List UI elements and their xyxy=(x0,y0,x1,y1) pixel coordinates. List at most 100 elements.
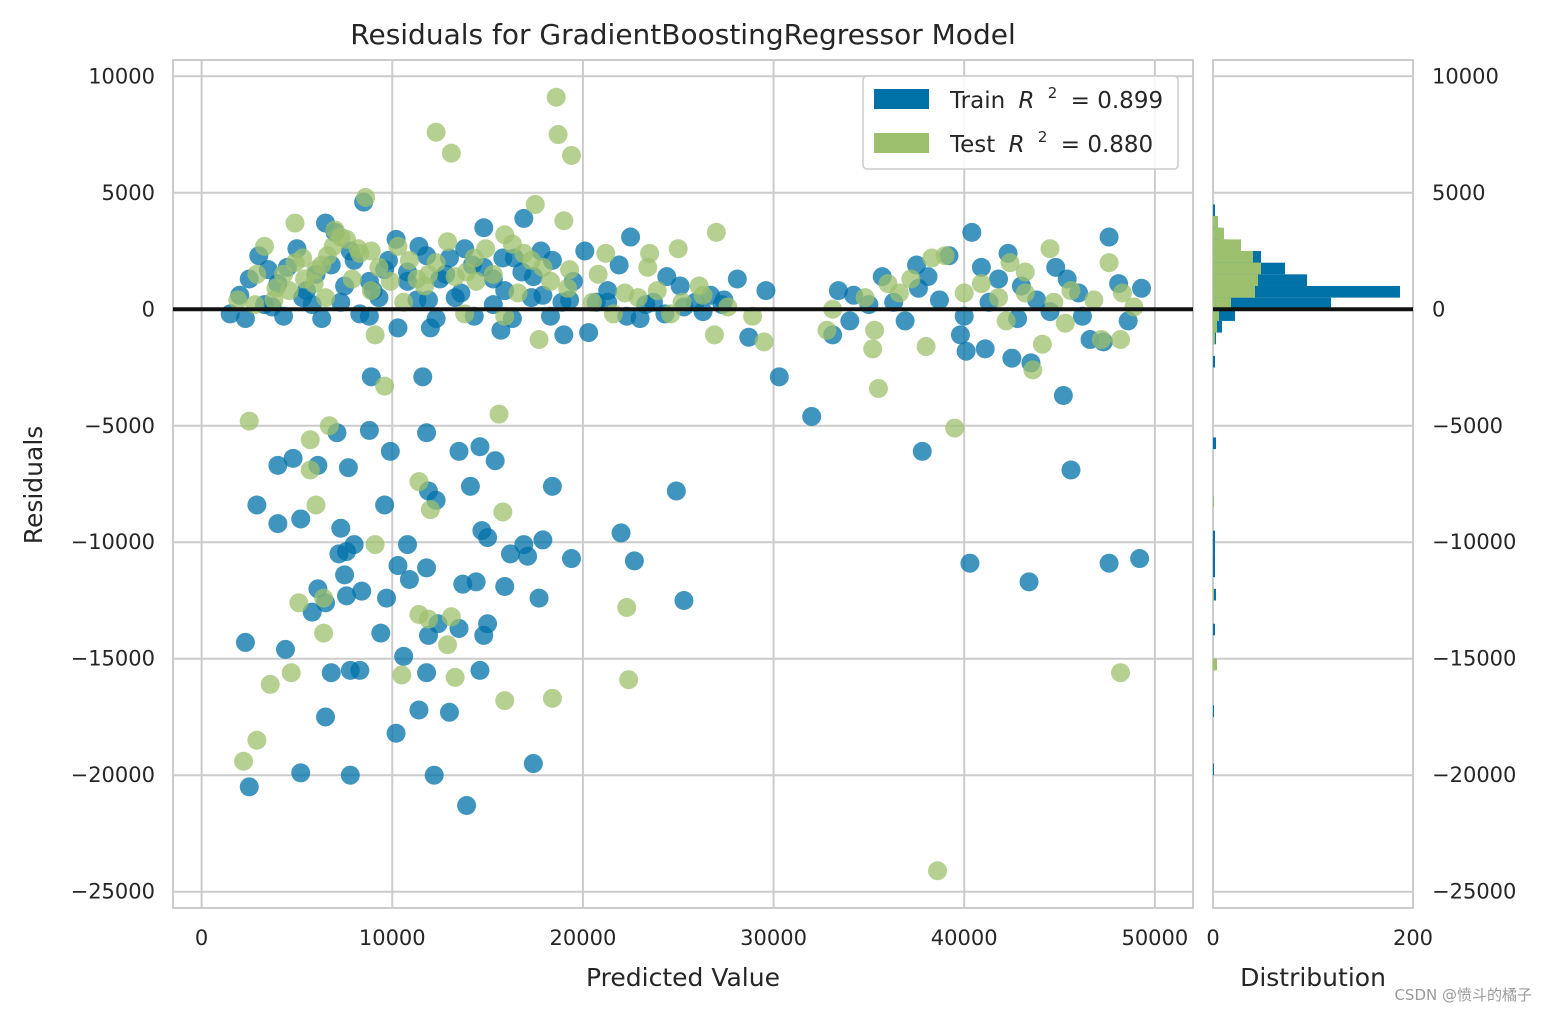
train-point xyxy=(1053,385,1073,405)
test-point xyxy=(426,122,446,142)
train-point xyxy=(478,528,498,548)
train-hist-bar xyxy=(1213,355,1215,368)
train-point xyxy=(291,763,311,783)
train-point xyxy=(609,255,629,275)
train-point xyxy=(975,339,995,359)
test-hist-bar xyxy=(1213,216,1218,228)
train-point xyxy=(331,518,351,538)
legend-train-sup: 2 xyxy=(1048,84,1058,102)
train-point xyxy=(399,570,419,590)
y-tick-labels: 10000 5000 0 −5000 −10000 −15000 −20000 −25000 xyxy=(71,64,155,903)
test-point xyxy=(281,663,301,683)
train-point xyxy=(359,306,379,326)
test-point xyxy=(300,430,320,450)
x-tick-label: 50000 xyxy=(1121,926,1188,950)
test-point xyxy=(274,264,294,284)
test-point xyxy=(521,250,541,270)
test-point xyxy=(647,281,667,301)
train-point xyxy=(424,765,444,785)
y-tick-label: −10000 xyxy=(71,530,155,554)
train-point xyxy=(312,309,332,329)
test-point xyxy=(489,404,509,424)
train-point xyxy=(960,553,980,573)
test-point xyxy=(495,306,515,326)
train-point xyxy=(739,327,759,347)
test-point xyxy=(1061,281,1081,301)
legend-test-value: = 0.880 xyxy=(1061,132,1153,158)
train-point xyxy=(361,367,381,387)
x-tick-label: 10000 xyxy=(359,926,426,950)
train-hist-bar xyxy=(1213,530,1215,543)
test-point xyxy=(1015,262,1035,282)
train-point xyxy=(840,311,860,331)
test-point xyxy=(1055,313,1075,333)
train-hist-bar xyxy=(1213,437,1216,450)
test-point xyxy=(380,271,400,291)
train-point xyxy=(235,632,255,652)
test-point xyxy=(865,320,885,340)
train-point xyxy=(611,523,631,543)
y-tick-label: −25000 xyxy=(71,880,155,904)
test-point xyxy=(464,248,484,268)
test-point xyxy=(342,269,362,289)
test-hist-bar xyxy=(1213,332,1215,345)
legend-test-name: Test xyxy=(949,132,995,158)
y-tick-label: 0 xyxy=(142,297,155,321)
test-point xyxy=(1111,663,1131,683)
main-plot-area xyxy=(172,59,1194,909)
test-point xyxy=(255,236,275,256)
legend: Train R 2 = 0.899 Test R 2 = 0.880 xyxy=(862,75,1179,170)
test-point xyxy=(916,337,936,357)
train-hist-bar xyxy=(1213,542,1215,554)
test-hist-bar xyxy=(1213,297,1231,310)
test-point xyxy=(438,635,458,655)
test-point xyxy=(954,283,974,303)
test-hist-bar xyxy=(1213,251,1253,263)
test-point xyxy=(704,325,724,345)
test-point xyxy=(561,146,581,166)
test-hist-bar xyxy=(1213,309,1219,321)
test-point xyxy=(314,623,334,643)
test-point xyxy=(279,281,299,301)
test-hist-bar xyxy=(1213,658,1217,671)
train-point xyxy=(352,581,372,601)
legend-box xyxy=(862,75,1179,170)
test-point xyxy=(922,248,942,268)
test-point xyxy=(317,246,337,266)
test-point xyxy=(615,283,635,303)
train-point xyxy=(542,476,562,496)
test-point xyxy=(348,239,368,259)
test-point xyxy=(689,276,709,296)
test-point xyxy=(388,236,408,256)
test-point xyxy=(1000,253,1020,273)
train-point xyxy=(283,448,303,468)
train-point xyxy=(962,222,982,242)
test-point xyxy=(855,288,875,308)
test-point xyxy=(560,260,580,280)
train-point xyxy=(388,318,408,338)
test-point xyxy=(548,125,568,145)
test-point xyxy=(706,222,726,242)
test-point xyxy=(306,495,326,515)
train-point xyxy=(380,441,400,461)
test-point xyxy=(971,274,991,294)
test-point xyxy=(540,271,560,291)
test-point xyxy=(546,87,566,107)
y-tick-label: −15000 xyxy=(71,647,155,671)
distribution-x-axis-label: Distribution xyxy=(1240,963,1386,992)
test-point xyxy=(588,264,608,284)
train-point xyxy=(1061,460,1081,480)
test-point xyxy=(369,257,389,277)
histogram-bars xyxy=(1213,204,1400,776)
test-point xyxy=(285,213,305,233)
test-point xyxy=(638,257,658,277)
test-point xyxy=(420,500,440,520)
dist-y-tick-label: 0 xyxy=(1432,297,1445,321)
train-point xyxy=(674,590,694,610)
test-point xyxy=(438,232,458,252)
train-hist-bar xyxy=(1213,588,1216,601)
train-point xyxy=(533,530,553,550)
train-point xyxy=(514,208,534,228)
test-point xyxy=(483,264,503,284)
train-point xyxy=(1132,278,1152,298)
